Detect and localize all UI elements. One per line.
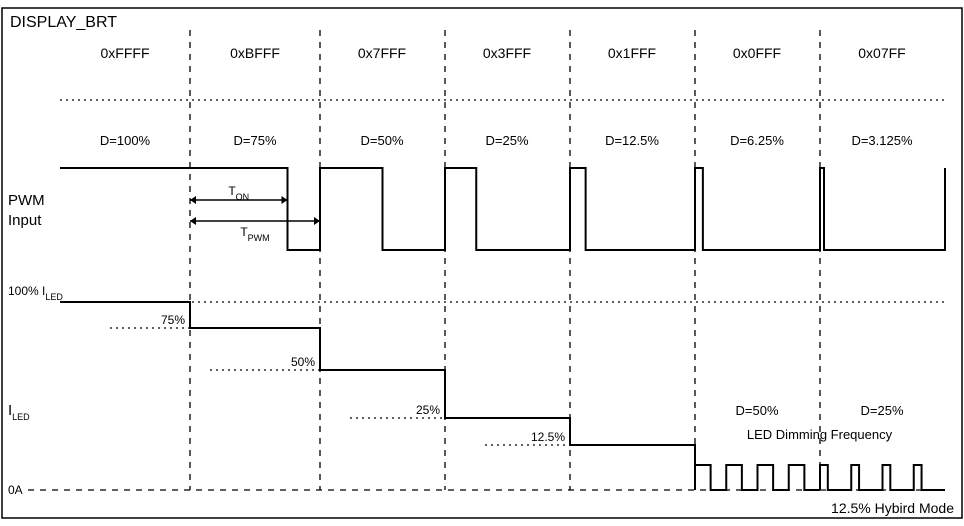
step-pct: 12.5%	[531, 430, 565, 444]
hex-label: 0x07FF	[858, 45, 905, 61]
duty-label: D=25%	[486, 133, 529, 148]
low-d25: D=25%	[861, 403, 904, 418]
dimming-pulses	[695, 465, 820, 490]
dimming-freq-label: LED Dimming Frequency	[747, 427, 893, 442]
pwm-label: Input	[8, 212, 42, 229]
pwm-label: PWM	[8, 192, 45, 209]
hex-label: 0x0FFF	[733, 45, 781, 61]
hex-label: 0xFFFF	[101, 45, 150, 61]
dimming-pulses	[820, 465, 945, 490]
duty-label: D=50%	[361, 133, 404, 148]
hex-label: 0x3FFF	[483, 45, 531, 61]
iled-label: ILED	[8, 402, 30, 422]
duty-label: D=6.25%	[730, 133, 784, 148]
tpwm-label: TPWM	[240, 225, 269, 243]
hex-label: 0x7FFF	[358, 45, 406, 61]
duty-label: D=100%	[100, 133, 151, 148]
low-d50: D=50%	[736, 403, 779, 418]
duty-label: D=12.5%	[605, 133, 659, 148]
hex-label: 0x1FFF	[608, 45, 656, 61]
footer-label: 12.5% Hybird Mode	[831, 500, 954, 516]
zeroA-label: 0A	[8, 483, 23, 497]
pwm-waveform	[60, 168, 945, 250]
iled100-label: 100% ILED	[8, 284, 63, 302]
title-label: DISPLAY_BRT	[10, 14, 117, 31]
duty-label: D=3.125%	[851, 133, 913, 148]
step-pct: 75%	[161, 313, 185, 327]
hex-label: 0xBFFF	[230, 45, 280, 61]
duty-label: D=75%	[234, 133, 277, 148]
step-pct: 50%	[291, 355, 315, 369]
iled-staircase	[60, 302, 695, 490]
step-pct: 25%	[416, 403, 440, 417]
